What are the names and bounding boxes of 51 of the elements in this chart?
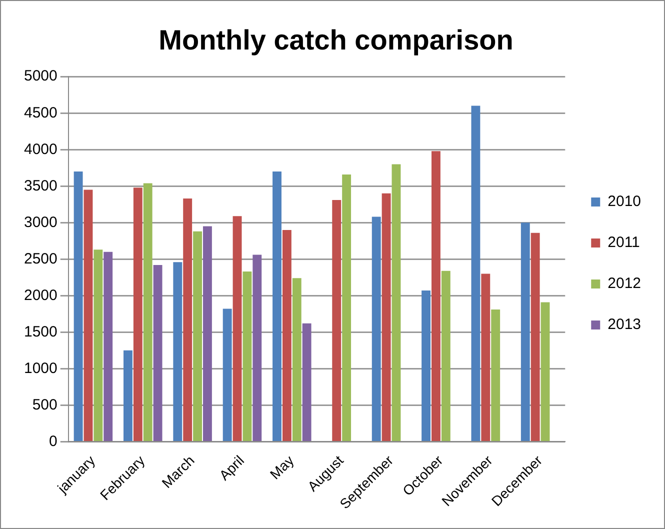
bar: [232, 216, 242, 441]
bar: [173, 262, 182, 441]
bar: [202, 226, 212, 441]
bar: [432, 151, 440, 441]
legend-label: 2013: [608, 316, 642, 334]
bar: [133, 188, 142, 441]
bar: [282, 230, 292, 441]
bar: [422, 290, 431, 441]
y-tick-label: 2000: [24, 286, 58, 304]
y-tick-label: 0: [49, 432, 58, 450]
y-tick-label: 1000: [24, 360, 58, 377]
bar: [74, 172, 83, 441]
bar: [272, 172, 282, 441]
y-tick-label: 3000: [24, 214, 58, 231]
bar: [471, 106, 480, 441]
bar: [491, 310, 500, 441]
y-tick-label: 5000: [24, 68, 58, 85]
bar: [342, 174, 352, 441]
bar: [153, 264, 162, 441]
bar: [84, 190, 93, 441]
y-tick-label: 500: [32, 396, 58, 414]
bar: [143, 183, 152, 441]
bar: [242, 272, 252, 441]
bar: [302, 323, 312, 441]
bar: [332, 200, 342, 441]
bar: [292, 278, 302, 441]
legend-label: 2011: [608, 234, 640, 252]
bar: [104, 252, 113, 441]
bar: [193, 231, 202, 441]
chart-title: Monthly catch comparison: [158, 24, 514, 56]
y-tick-label: 4500: [24, 104, 58, 122]
bar: [441, 270, 450, 441]
bar: [372, 216, 381, 441]
bar: [540, 302, 550, 441]
x-tick-label: May: [266, 452, 297, 482]
legend-label: 2010: [608, 193, 642, 210]
bar: [94, 250, 103, 441]
bar: [252, 254, 262, 441]
legend-label: 2012: [608, 275, 642, 292]
bar: [481, 274, 490, 441]
bar: [124, 350, 132, 441]
y-tick-label: 4000: [24, 140, 58, 158]
bar: [520, 222, 530, 441]
y-tick-label: 3500: [24, 177, 58, 194]
bar: [183, 198, 192, 441]
y-tick-label: 2500: [24, 250, 58, 268]
y-tick-label: 1500: [24, 323, 58, 340]
bar: [392, 164, 401, 441]
bar: [222, 308, 232, 441]
bar: [530, 232, 540, 441]
bar: [382, 193, 391, 441]
